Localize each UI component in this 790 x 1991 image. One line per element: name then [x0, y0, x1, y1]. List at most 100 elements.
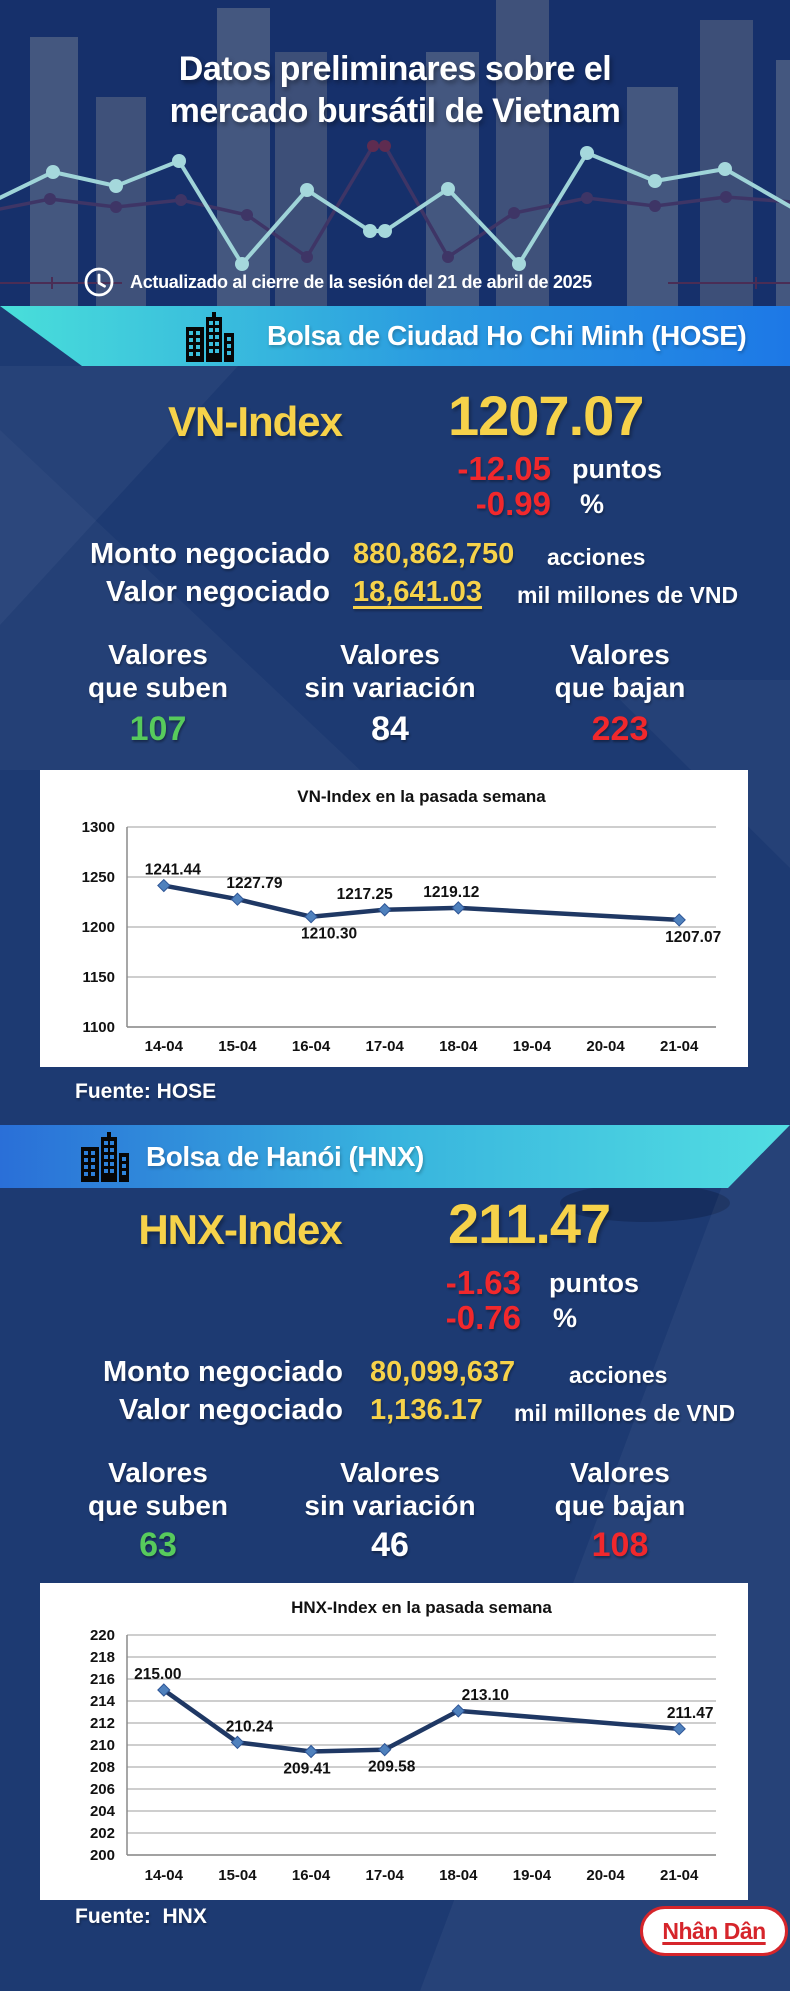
svg-text:14-04: 14-04 — [145, 1867, 184, 1884]
svg-text:220: 220 — [90, 1627, 115, 1644]
hnx-value-unit: mil millones de VND — [514, 1400, 736, 1426]
svg-text:VN-Index en la pasada semana: VN-Index en la pasada semana — [297, 787, 546, 806]
svg-text:211.47: 211.47 — [667, 1705, 714, 1722]
hose-value-unit: mil millones de VND — [517, 582, 739, 608]
hnx-advancers-value: 63 — [139, 1526, 177, 1564]
svg-text:21-04: 21-04 — [660, 1038, 699, 1055]
svg-text:209.58: 209.58 — [368, 1759, 416, 1776]
svg-text:HNX-Index en la pasada semana: HNX-Index en la pasada semana — [291, 1598, 552, 1617]
svg-text:19-04: 19-04 — [513, 1038, 552, 1055]
svg-text:1241.44: 1241.44 — [145, 862, 201, 879]
hnx-unchanged-label1: Valores — [340, 1457, 440, 1488]
svg-text:1210.30: 1210.30 — [301, 926, 357, 943]
hose-decliners-value: 223 — [591, 710, 649, 748]
svg-text:204: 204 — [90, 1803, 116, 1820]
svg-text:16-04: 16-04 — [292, 1038, 331, 1055]
hose-advancers-label: Valores que suben — [38, 638, 278, 704]
hnx-unchanged-value: 46 — [371, 1526, 409, 1564]
svg-text:20-04: 20-04 — [586, 1038, 625, 1055]
svg-text:200: 200 — [90, 1847, 115, 1864]
svg-text:209.41: 209.41 — [283, 1760, 331, 1777]
updated-text: Actualizado al cierre de la sesión del 2… — [130, 271, 592, 292]
hose-change-pct-unit: % — [580, 489, 605, 519]
svg-text:20-04: 20-04 — [586, 1867, 625, 1884]
nhan-dan-logo: Nhân Dân — [640, 1906, 788, 1956]
svg-text:21-04: 21-04 — [660, 1867, 699, 1884]
hose-unchanged-label2: sin variación — [304, 672, 476, 703]
hose-index-value: 1207.07 — [448, 384, 644, 447]
svg-text:18-04: 18-04 — [439, 1038, 478, 1055]
svg-text:15-04: 15-04 — [218, 1038, 257, 1055]
hose-source: Fuente: HOSE — [75, 1080, 217, 1103]
hose-unchanged-value: 84 — [371, 710, 409, 748]
hose-decliners-label1: Valores — [570, 639, 670, 670]
hose-advancers-label2: que suben — [87, 672, 228, 703]
svg-text:202: 202 — [90, 1825, 115, 1842]
clock-icon — [84, 267, 114, 297]
hose-unchanged-label1: Valores — [340, 639, 440, 670]
hose-banner: Bolsa de Ciudad Ho Chi Minh (HOSE) — [0, 306, 790, 366]
svg-text:210: 210 — [90, 1737, 115, 1754]
hnx-advancers-label: Valores que suben — [38, 1456, 278, 1522]
svg-text:19-04: 19-04 — [513, 1867, 552, 1884]
svg-text:1250: 1250 — [82, 869, 115, 886]
hose-advancers-value: 107 — [129, 710, 187, 748]
building-icon — [186, 312, 234, 362]
svg-text:17-04: 17-04 — [366, 1867, 405, 1884]
building-icon — [81, 1132, 129, 1182]
hose-change-points-unit: puntos — [572, 454, 662, 484]
svg-text:1207.07: 1207.07 — [665, 929, 721, 946]
svg-text:206: 206 — [90, 1781, 115, 1798]
svg-text:1217.25: 1217.25 — [337, 886, 393, 903]
hnx-change-points: -1.63 — [445, 1264, 521, 1301]
svg-text:17-04: 17-04 — [366, 1038, 405, 1055]
svg-text:1100: 1100 — [82, 1019, 115, 1036]
svg-text:1150: 1150 — [82, 969, 115, 986]
hose-index-label: VN-Index — [167, 398, 343, 445]
hose-change-points: -12.05 — [457, 450, 551, 487]
hnx-index-chart: HNX-Index en la pasada semana 220 218 216 21… — [90, 1598, 716, 1884]
hose-value-value: 18,641.03 — [353, 576, 483, 608]
hnx-advancers-label2: que suben — [87, 1490, 228, 1521]
page-title: Datos preliminares sobre el mercado burs… — [0, 48, 790, 132]
svg-text:214: 214 — [90, 1693, 116, 1710]
hnx-value-value: 1,136.17 — [370, 1394, 483, 1426]
hnx-index-label: HNX-Index — [138, 1206, 342, 1253]
hnx-volume-unit: acciones — [569, 1362, 668, 1388]
svg-text:1300: 1300 — [82, 819, 115, 836]
page-title-line2: mercado bursátil de Vietnam — [169, 92, 621, 130]
svg-text:16-04: 16-04 — [292, 1867, 331, 1884]
hose-unchanged-label: Valores sin variación — [270, 638, 510, 704]
hose-banner-title: Bolsa de Ciudad Ho Chi Minh (HOSE) — [267, 320, 747, 351]
hnx-decliners-label: Valores que bajan — [500, 1456, 740, 1522]
svg-text:213.10: 213.10 — [462, 1687, 509, 1704]
hose-decliners-label2: que bajan — [554, 672, 686, 703]
hnx-change-points-unit: puntos — [549, 1268, 639, 1298]
svg-text:1219.12: 1219.12 — [423, 884, 479, 901]
svg-text:210.24: 210.24 — [226, 1718, 274, 1735]
svg-text:18-04: 18-04 — [439, 1867, 478, 1884]
hose-value-label: Valor negociado — [106, 576, 330, 608]
hnx-value-label: Valor negociado — [119, 1394, 343, 1426]
header-decoration — [0, 0, 790, 306]
svg-text:218: 218 — [90, 1649, 115, 1666]
vn-index-chart-card: VN-Index en la pasada semana 1300 1250 1200… — [40, 770, 748, 1067]
svg-text:216: 216 — [90, 1671, 115, 1688]
hnx-index-chart-card: HNX-Index en la pasada semana 220 218 216 21… — [40, 1583, 748, 1900]
hnx-volume-label: Monto negociado — [102, 1356, 343, 1388]
hnx-change-pct: -0.76 — [445, 1299, 521, 1336]
hnx-source: Fuente: HNX — [75, 1905, 207, 1928]
svg-text:14-04: 14-04 — [145, 1038, 184, 1055]
svg-text:1200: 1200 — [82, 919, 115, 936]
vn-index-chart: VN-Index en la pasada semana 1300 1250 1200… — [82, 787, 722, 1055]
svg-text:1227.79: 1227.79 — [226, 875, 282, 892]
hnx-banner: Bolsa de Hanói (HNX) — [0, 1125, 790, 1188]
hose-decliners-label: Valores que bajan — [500, 638, 740, 704]
hose-volume-value: 880,862,750 — [353, 538, 515, 570]
hnx-advancers-label1: Valores — [108, 1457, 208, 1488]
hnx-banner-title: Bolsa de Hanói (HNX) — [146, 1141, 424, 1172]
hnx-decliners-value: 108 — [591, 1526, 649, 1564]
hose-volume-unit: acciones — [547, 544, 646, 570]
svg-text:15-04: 15-04 — [218, 1867, 257, 1884]
